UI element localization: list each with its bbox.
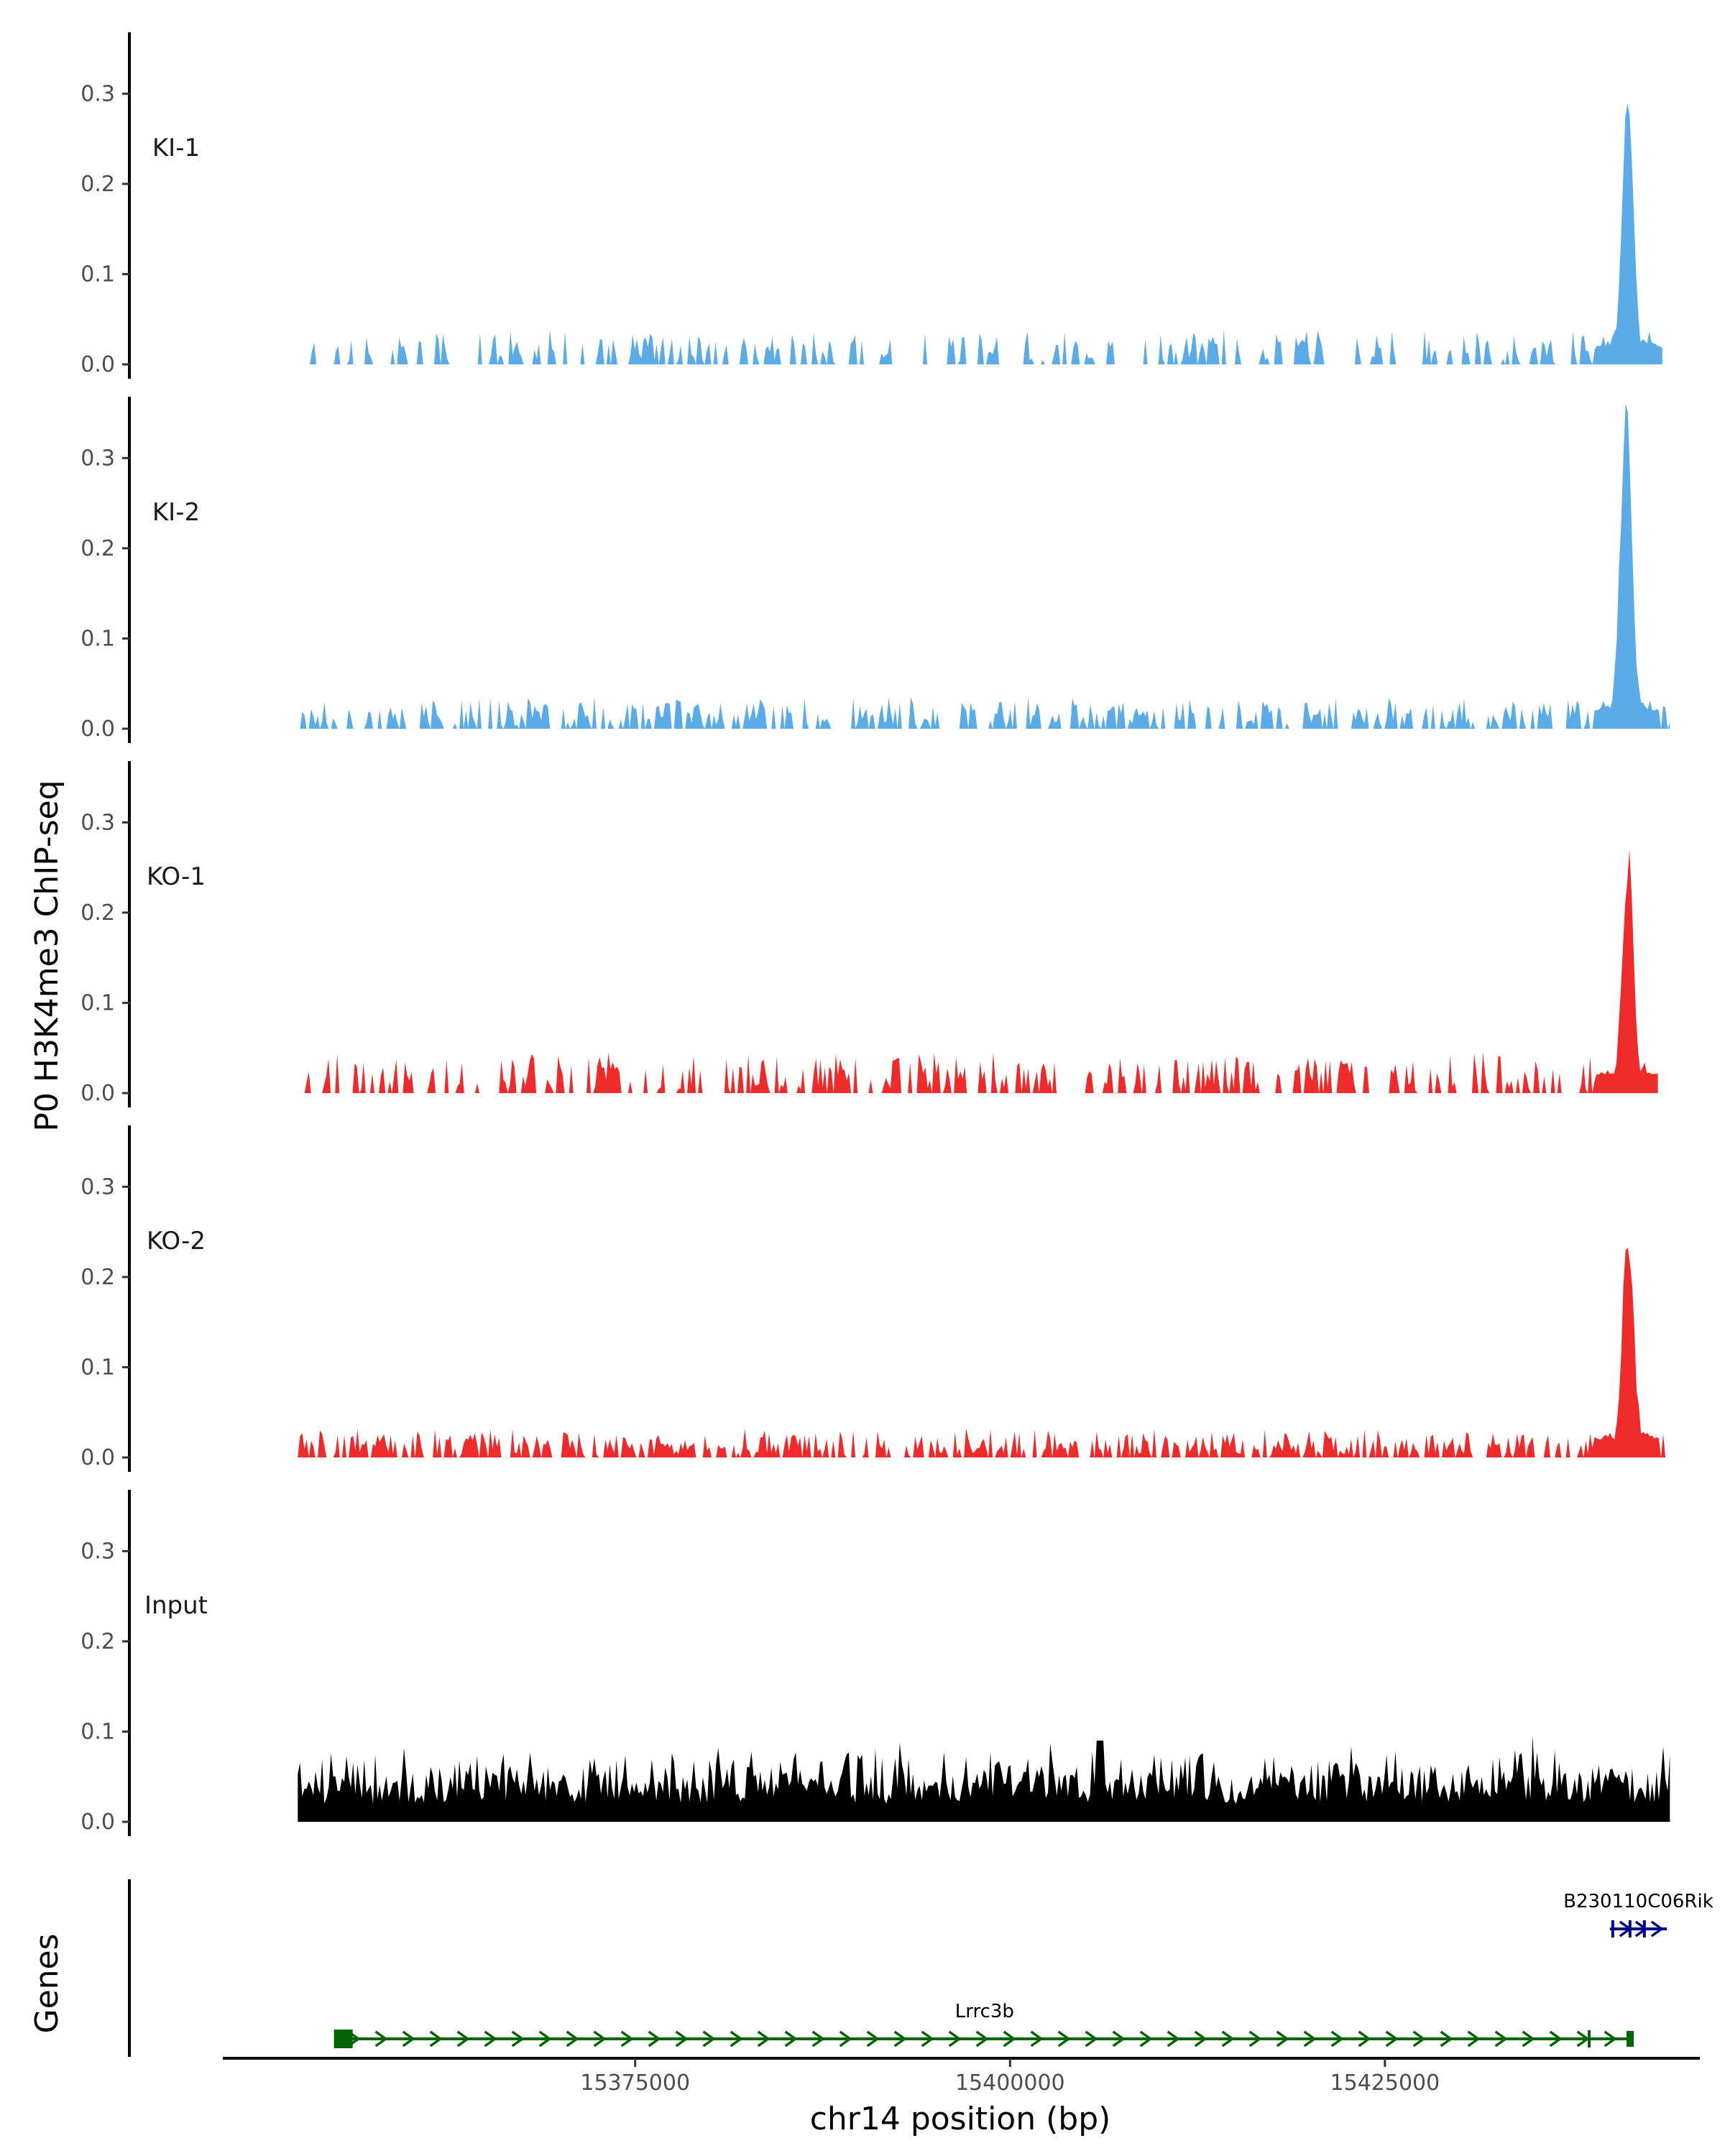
track-label: Input — [144, 1591, 208, 1620]
gene-b230110c06rik: B230110C06Rik — [1563, 1891, 1714, 1938]
gene-label: B230110C06Rik — [1563, 1891, 1714, 1912]
y-tick-label: 0.0 — [80, 352, 115, 377]
gene-chevron — [811, 2030, 825, 2047]
y-tick-label: 0.0 — [80, 1081, 115, 1106]
gene-chevron — [1358, 2030, 1371, 2047]
y-tick-label: 0.1 — [80, 262, 115, 287]
y-tick-label: 0.0 — [80, 717, 115, 742]
gene-chevron — [1522, 2030, 1535, 2047]
gene-chevron — [975, 2030, 989, 2047]
gene-chevron — [1139, 2030, 1153, 2047]
y-tick-label: 0.0 — [80, 1445, 115, 1470]
y-tick-label: 0.3 — [80, 446, 115, 471]
gene-exon — [1627, 2031, 1634, 2047]
gene-chevron — [921, 2030, 934, 2047]
y-tick-label: 0.2 — [80, 1265, 115, 1290]
gene-chevron — [429, 2030, 443, 2047]
signal-area — [298, 1736, 1670, 1822]
gene-chevron — [675, 2030, 689, 2047]
gene-chevron — [784, 2030, 798, 2047]
gene-chevron — [1221, 2030, 1235, 2047]
gene-chevron — [1440, 2030, 1453, 2047]
y-tick-label: 0.3 — [80, 1174, 115, 1199]
gene-chevron — [757, 2030, 770, 2047]
gene-exon — [334, 2030, 353, 2048]
track-panels: 0.00.10.20.3KI-10.00.10.20.3KI-20.00.10.… — [80, 32, 1670, 1836]
gene-chevron — [593, 2030, 607, 2047]
track-label: KO-2 — [147, 1227, 206, 1256]
y-tick-label: 0.1 — [80, 626, 115, 651]
gene-chevron — [866, 2030, 880, 2047]
genes-panel: Lrrc3b B230110C06Rik — [128, 1879, 1714, 2057]
gene-lrrc3b: Lrrc3b — [334, 2001, 1634, 2048]
gene-chevron — [402, 2030, 415, 2047]
y-tick-label: 0.2 — [80, 1629, 115, 1654]
gene-chevron — [484, 2030, 497, 2047]
gene-chevron — [1412, 2030, 1426, 2047]
gene-chevron — [1576, 2030, 1590, 2047]
gene-chevron — [1385, 2030, 1399, 2047]
gene-chevron — [1634, 1920, 1648, 1938]
gene-chevron — [1030, 2030, 1044, 2047]
track-label: KI-1 — [152, 134, 200, 162]
gene-chevron — [1604, 2030, 1617, 2047]
gene-chevron — [730, 2030, 743, 2047]
gene-chevron — [1276, 2030, 1289, 2047]
track-label: KO-1 — [147, 862, 206, 891]
gene-chevron — [1330, 2030, 1344, 2047]
y-tick-label: 0.1 — [80, 1355, 115, 1380]
gene-chevron — [1494, 2030, 1508, 2047]
gene-chevron — [1057, 2030, 1071, 2047]
y-tick-label: 0.3 — [80, 810, 115, 835]
y-tick-label: 0.2 — [80, 536, 115, 561]
gene-chevron — [1650, 1920, 1664, 1938]
gene-chevron — [1194, 2030, 1208, 2047]
gene-chevron — [1248, 2030, 1262, 2047]
gene-chevron — [620, 2030, 634, 2047]
x-tick-label: 15400000 — [955, 2070, 1065, 2096]
gene-chevron — [702, 2030, 716, 2047]
signal-area — [298, 1248, 1670, 1457]
signal-area — [302, 849, 1658, 1093]
y-tick-label: 0.3 — [80, 81, 115, 106]
gene-chevron — [1167, 2030, 1180, 2047]
track-ko-1: 0.0 0.1 0.2 0.3 KO-1 — [80, 761, 1658, 1107]
y-tick-label: 0.2 — [80, 172, 115, 197]
x-tick-label: 15425000 — [1330, 2070, 1440, 2096]
gene-chevron — [1549, 2030, 1563, 2047]
x-tick-label: 15375000 — [580, 2070, 690, 2096]
gene-chevron — [374, 2030, 388, 2047]
y-tick-label: 0.2 — [80, 900, 115, 926]
track-ki-1: 0.0 0.1 0.2 0.3 KI-1 — [80, 32, 1662, 379]
y-tick-label: 0.0 — [80, 1810, 115, 1835]
signal-area — [298, 404, 1670, 729]
gene-chevron — [538, 2030, 552, 2047]
gene-chevron — [1003, 2030, 1016, 2047]
gene-chevron — [1467, 2030, 1481, 2047]
genes-axis-title: Genes — [29, 1933, 65, 2033]
y-tick-label: 0.3 — [80, 1539, 115, 1564]
gene-chevron — [839, 2030, 852, 2047]
gene-chevron — [566, 2030, 579, 2047]
gene-chevron — [948, 2030, 962, 2047]
track-label: KI-2 — [152, 498, 200, 527]
gene-chevron — [511, 2030, 525, 2047]
gene-label: Lrrc3b — [955, 2001, 1014, 2022]
y-tick-label: 0.1 — [80, 1719, 115, 1744]
gene-chevron — [1112, 2030, 1126, 2047]
gene-chevron — [893, 2030, 907, 2047]
x-axis-title: chr14 position (bp) — [810, 2101, 1111, 2137]
gene-chevron — [648, 2030, 661, 2047]
gene-chevron — [1303, 2030, 1317, 2047]
track-input: 0.0 0.1 0.2 0.3 Input — [80, 1490, 1670, 1836]
y-axis-title: P0 H3K4me3 ChIP-seq — [29, 780, 65, 1131]
track-ko-2: 0.0 0.1 0.2 0.3 KO-2 — [80, 1125, 1670, 1472]
gene-chevron — [456, 2030, 470, 2047]
gene-chevron — [1085, 2030, 1098, 2047]
x-axis: 15375000 15400000 15425000 — [223, 2057, 1700, 2096]
signal-area — [310, 103, 1662, 364]
track-ki-2: 0.0 0.1 0.2 0.3 KI-2 — [80, 397, 1670, 743]
y-tick-label: 0.1 — [80, 990, 115, 1015]
